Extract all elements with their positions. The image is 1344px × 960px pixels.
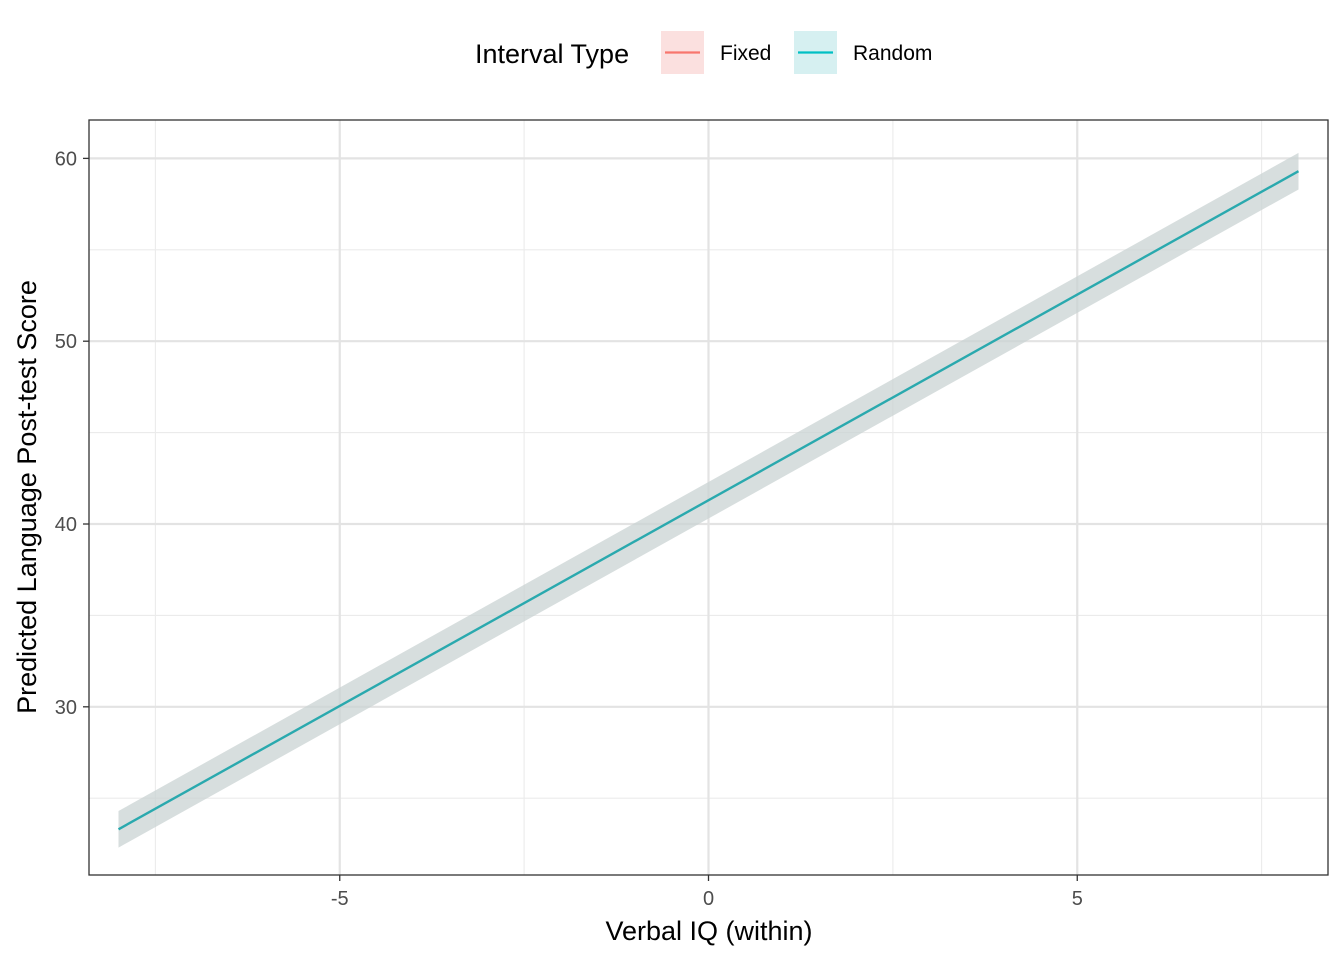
legend-label-random: Random <box>853 42 932 65</box>
legend-title: Interval Type <box>475 39 629 69</box>
x-tick-label: 0 <box>703 888 714 910</box>
plot-panel <box>88 119 1329 876</box>
y-axis: 30 40 50 60 <box>55 148 89 719</box>
x-axis: -5 0 5 <box>331 875 1083 910</box>
series-line-random <box>117 170 1300 831</box>
legend-entry-random: Random <box>794 31 932 74</box>
legend-entry-fixed: Fixed <box>661 31 771 74</box>
y-axis-title: Predicted Language Post-test Score <box>12 280 42 714</box>
x-tick-label: 5 <box>1072 888 1083 910</box>
x-tick-label: -5 <box>331 888 349 910</box>
series-lines <box>117 170 1300 831</box>
y-tick-label: 60 <box>55 148 77 170</box>
legend-label-fixed: Fixed <box>720 42 771 65</box>
legend: Interval Type Fixed Random <box>475 31 932 74</box>
y-tick-label: 40 <box>55 514 77 536</box>
x-axis-title: Verbal IQ (within) <box>605 916 812 946</box>
y-tick-label: 30 <box>55 697 77 719</box>
grid-major <box>89 120 1328 875</box>
y-tick-label: 50 <box>55 331 77 353</box>
